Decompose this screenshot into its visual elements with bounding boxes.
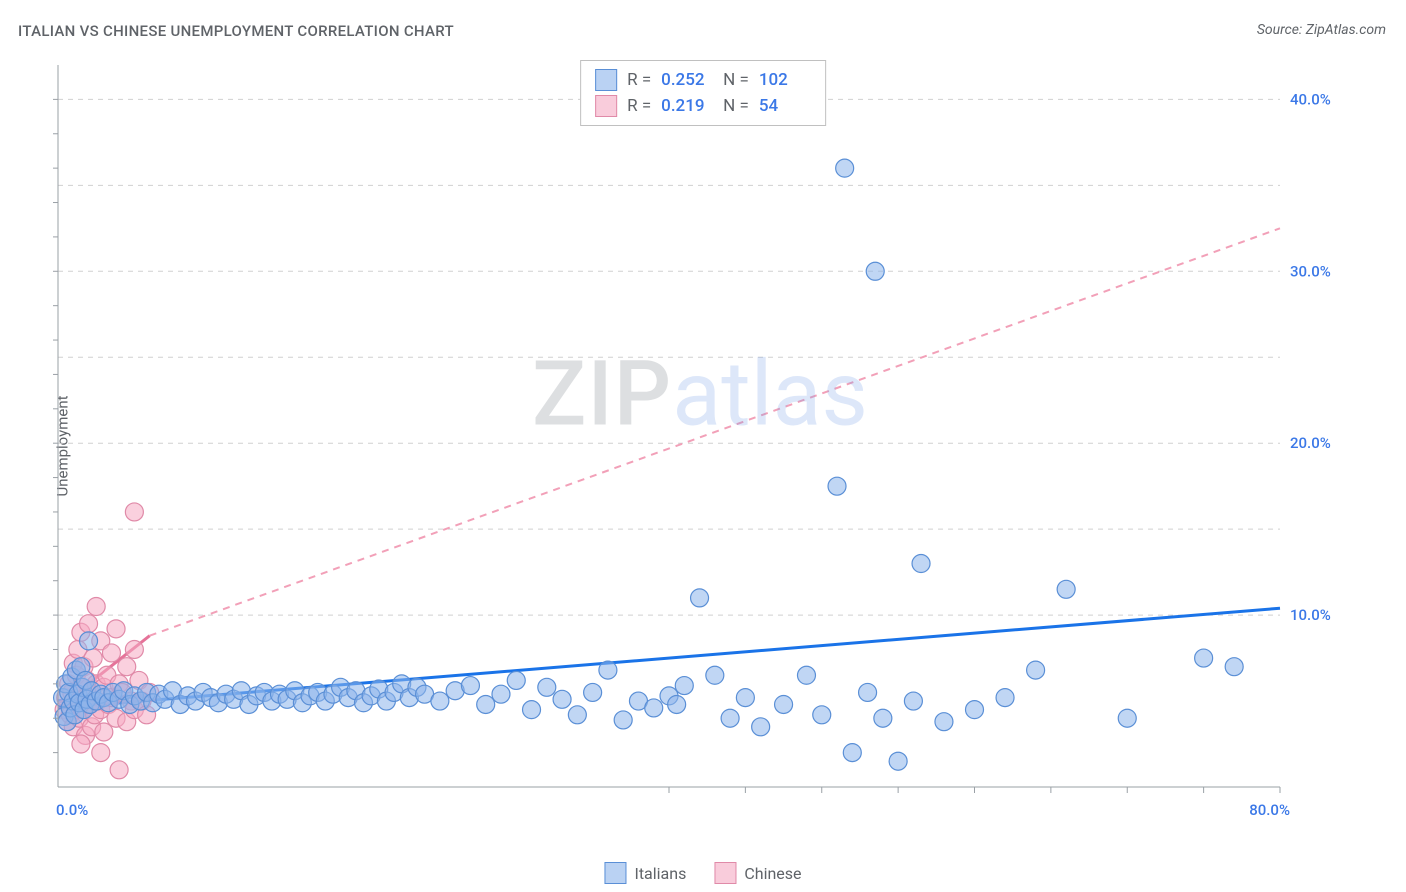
chart-area: 10.0%20.0%30.0%40.0%0.0%80.0% ZIPatlas <box>50 55 1350 825</box>
n-value: 102 <box>759 67 811 93</box>
data-point-italians <box>523 701 541 719</box>
data-point-italians <box>889 752 907 770</box>
data-point-italians <box>80 632 98 650</box>
data-point-italians <box>599 661 617 679</box>
n-label: N = <box>723 93 749 119</box>
data-point-italians <box>797 666 815 684</box>
legend-row: R = 0.252 N = 102 <box>595 67 811 93</box>
data-point-italians <box>843 744 861 762</box>
r-label: R = <box>627 93 651 119</box>
data-point-italians <box>775 695 793 713</box>
data-point-italians <box>584 683 602 701</box>
data-point-chinese <box>87 598 105 616</box>
data-point-italians <box>431 692 449 710</box>
swatch-pink-icon <box>714 862 736 884</box>
data-point-italians <box>645 699 663 717</box>
data-point-italians <box>721 709 739 727</box>
data-point-italians <box>706 666 724 684</box>
r-label: R = <box>627 67 651 93</box>
data-point-italians <box>568 706 586 724</box>
x-end-label: 80.0% <box>1249 801 1290 819</box>
legend-item: Italians <box>604 862 686 884</box>
y-tick-label: 20.0% <box>1290 434 1331 452</box>
swatch-blue-icon <box>604 862 626 884</box>
data-point-italians <box>752 718 770 736</box>
data-point-chinese <box>125 640 143 658</box>
y-tick-label: 30.0% <box>1290 262 1331 280</box>
source-link[interactable]: ZipAtlas.com <box>1306 22 1386 38</box>
data-point-italians <box>1057 580 1075 598</box>
data-point-italians <box>813 706 831 724</box>
data-point-chinese <box>125 503 143 521</box>
data-point-italians <box>996 689 1014 707</box>
x-origin-label: 0.0% <box>56 801 88 819</box>
data-point-italians <box>904 692 922 710</box>
data-point-chinese <box>102 644 120 662</box>
data-point-italians <box>1195 649 1213 667</box>
r-value: 0.252 <box>661 67 713 93</box>
data-point-italians <box>492 685 510 703</box>
trend-line-chinese-dash <box>150 228 1280 635</box>
n-value: 54 <box>759 93 811 119</box>
data-point-italians <box>461 677 479 695</box>
data-point-italians <box>675 677 693 695</box>
data-point-italians <box>507 671 525 689</box>
data-point-italians <box>538 678 556 696</box>
data-point-italians <box>1027 661 1045 679</box>
n-label: N = <box>723 67 749 93</box>
legend-label: Chinese <box>744 864 801 883</box>
data-point-italians <box>859 683 877 701</box>
correlation-legend: R = 0.252 N = 102 R = 0.219 N = 54 <box>580 60 826 126</box>
data-point-chinese <box>72 735 90 753</box>
data-point-italians <box>477 695 495 713</box>
source-label: Source: <box>1257 22 1302 38</box>
data-point-italians <box>1225 658 1243 676</box>
data-point-italians <box>828 477 846 495</box>
legend-row: R = 0.219 N = 54 <box>595 93 811 119</box>
legend-label: Italians <box>634 864 686 883</box>
data-point-italians <box>966 701 984 719</box>
data-point-chinese <box>80 615 98 633</box>
data-point-italians <box>935 713 953 731</box>
chart-title: ITALIAN VS CHINESE UNEMPLOYMENT CORRELAT… <box>18 22 454 40</box>
data-point-italians <box>668 695 686 713</box>
data-point-italians <box>836 159 854 177</box>
source-attribution: Source: ZipAtlas.com <box>1257 22 1386 38</box>
data-point-chinese <box>110 761 128 779</box>
data-point-italians <box>1118 709 1136 727</box>
swatch-blue-icon <box>595 69 617 91</box>
data-point-chinese <box>92 744 110 762</box>
r-value: 0.219 <box>661 93 713 119</box>
y-tick-label: 10.0% <box>1290 606 1331 624</box>
scatter-plot: 10.0% 20.0% 30.0% 40.0% 0.0% 80.0% <box>50 55 1350 825</box>
data-point-italians <box>866 262 884 280</box>
data-point-italians <box>614 711 632 729</box>
data-point-italians <box>874 709 892 727</box>
data-point-italians <box>553 690 571 708</box>
y-tick-label: 40.0% <box>1290 90 1331 108</box>
legend-item: Chinese <box>714 862 801 884</box>
data-point-italians <box>691 589 709 607</box>
data-point-italians <box>912 555 930 573</box>
data-point-italians <box>736 689 754 707</box>
data-point-chinese <box>107 620 125 638</box>
swatch-pink-icon <box>595 95 617 117</box>
series-legend: Italians Chinese <box>604 862 801 884</box>
